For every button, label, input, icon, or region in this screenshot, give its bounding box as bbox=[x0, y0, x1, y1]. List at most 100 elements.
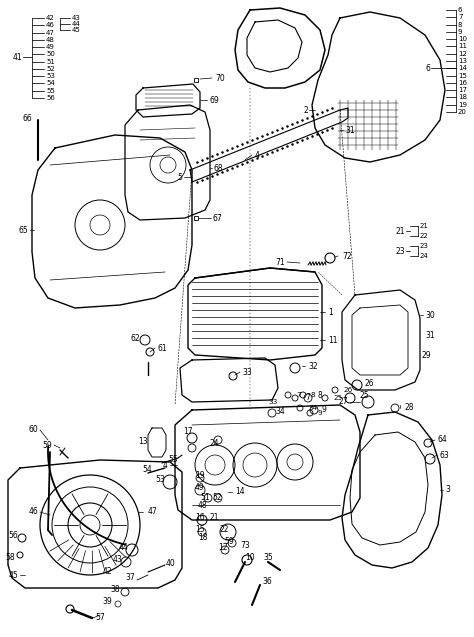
Text: 16: 16 bbox=[458, 80, 467, 86]
Text: 42: 42 bbox=[46, 15, 55, 21]
Text: 18: 18 bbox=[458, 94, 467, 101]
Text: 45: 45 bbox=[8, 571, 18, 580]
Text: 51: 51 bbox=[46, 59, 55, 64]
Text: 25: 25 bbox=[360, 392, 370, 401]
Text: 6: 6 bbox=[425, 64, 430, 73]
Text: 1: 1 bbox=[328, 308, 333, 317]
Text: 24: 24 bbox=[210, 438, 219, 448]
Text: 34: 34 bbox=[275, 408, 285, 417]
Text: 63: 63 bbox=[440, 450, 450, 459]
Text: 26: 26 bbox=[365, 378, 374, 387]
Text: 2: 2 bbox=[303, 106, 308, 115]
Text: 51: 51 bbox=[200, 494, 210, 503]
Text: 66: 66 bbox=[22, 113, 32, 122]
Text: 28: 28 bbox=[405, 403, 414, 413]
Text: 52: 52 bbox=[212, 494, 222, 503]
Text: 60: 60 bbox=[28, 426, 38, 434]
Text: 23: 23 bbox=[395, 247, 405, 255]
Text: 41: 41 bbox=[12, 52, 22, 62]
Text: 22: 22 bbox=[220, 526, 229, 534]
Text: 34: 34 bbox=[308, 405, 317, 411]
Text: 32: 32 bbox=[308, 362, 318, 371]
Text: 19: 19 bbox=[458, 102, 467, 108]
Text: 16: 16 bbox=[195, 513, 205, 522]
Text: 56: 56 bbox=[46, 95, 55, 101]
Text: 15: 15 bbox=[195, 526, 205, 534]
Text: 33: 33 bbox=[268, 399, 277, 405]
Text: 31: 31 bbox=[425, 331, 435, 340]
Text: 44: 44 bbox=[118, 543, 128, 552]
Text: 11: 11 bbox=[458, 43, 467, 50]
Text: 61: 61 bbox=[158, 343, 168, 352]
Text: 54: 54 bbox=[46, 80, 55, 87]
Text: 7: 7 bbox=[458, 14, 463, 20]
Text: 48: 48 bbox=[46, 37, 55, 43]
Text: 67: 67 bbox=[213, 213, 223, 222]
Text: 26: 26 bbox=[343, 387, 352, 393]
Text: 42: 42 bbox=[102, 568, 112, 576]
Text: 46: 46 bbox=[46, 22, 55, 28]
Text: 6: 6 bbox=[458, 7, 463, 13]
Text: 19: 19 bbox=[195, 471, 205, 480]
Text: 38: 38 bbox=[110, 585, 120, 594]
Text: 43: 43 bbox=[72, 15, 81, 21]
Text: 14: 14 bbox=[458, 65, 467, 71]
Text: 55: 55 bbox=[46, 88, 55, 94]
Text: 9: 9 bbox=[322, 406, 327, 415]
Text: 37: 37 bbox=[125, 573, 135, 582]
Text: 30: 30 bbox=[425, 310, 435, 320]
Text: 49: 49 bbox=[195, 483, 205, 492]
Text: 72: 72 bbox=[342, 252, 352, 261]
Text: 57: 57 bbox=[95, 613, 105, 622]
Text: 5: 5 bbox=[177, 173, 182, 182]
Text: 17: 17 bbox=[458, 87, 467, 93]
Text: 35: 35 bbox=[263, 554, 273, 562]
Text: 8: 8 bbox=[318, 392, 323, 401]
Text: 46: 46 bbox=[28, 508, 38, 517]
Text: 49: 49 bbox=[46, 44, 55, 50]
Text: 22: 22 bbox=[420, 233, 429, 239]
Text: 7: 7 bbox=[305, 394, 310, 403]
Text: 59: 59 bbox=[224, 538, 234, 547]
Text: 70: 70 bbox=[215, 73, 225, 83]
Text: 29: 29 bbox=[422, 350, 432, 359]
Text: 18: 18 bbox=[199, 534, 208, 543]
Text: 59: 59 bbox=[42, 441, 52, 450]
Text: 58: 58 bbox=[5, 552, 15, 561]
Text: 40: 40 bbox=[166, 559, 176, 568]
Text: 27: 27 bbox=[338, 397, 348, 406]
Text: 62: 62 bbox=[130, 334, 140, 343]
Text: 15: 15 bbox=[458, 73, 467, 78]
Text: 47: 47 bbox=[148, 508, 158, 517]
Text: 52: 52 bbox=[46, 66, 55, 72]
Text: 53: 53 bbox=[46, 73, 55, 79]
Text: 39: 39 bbox=[102, 598, 112, 606]
Text: 4: 4 bbox=[163, 461, 168, 469]
Text: 12: 12 bbox=[458, 51, 467, 57]
Text: 7: 7 bbox=[296, 392, 301, 398]
Text: 3: 3 bbox=[445, 485, 450, 494]
Text: 56: 56 bbox=[8, 531, 18, 540]
Text: 9: 9 bbox=[318, 410, 323, 416]
Text: 33: 33 bbox=[242, 368, 252, 376]
Text: 48: 48 bbox=[198, 501, 208, 510]
Text: 8: 8 bbox=[311, 392, 316, 398]
Text: 31: 31 bbox=[345, 125, 355, 134]
Text: 21: 21 bbox=[420, 223, 429, 229]
Text: 44: 44 bbox=[72, 21, 81, 27]
Text: 45: 45 bbox=[72, 27, 81, 33]
Text: 21: 21 bbox=[210, 513, 219, 522]
Text: 64: 64 bbox=[438, 436, 448, 445]
Text: 8: 8 bbox=[458, 22, 463, 27]
Text: 25: 25 bbox=[333, 395, 342, 401]
Text: 65: 65 bbox=[18, 225, 28, 234]
Text: 36: 36 bbox=[262, 578, 272, 587]
Text: 10: 10 bbox=[458, 36, 467, 42]
Text: 12: 12 bbox=[218, 543, 228, 552]
Text: 10: 10 bbox=[245, 552, 255, 561]
Text: 71: 71 bbox=[275, 257, 285, 266]
Text: 53: 53 bbox=[155, 475, 165, 485]
Text: 55: 55 bbox=[168, 455, 178, 464]
Text: 54: 54 bbox=[142, 466, 152, 475]
Text: 20: 20 bbox=[458, 109, 467, 115]
